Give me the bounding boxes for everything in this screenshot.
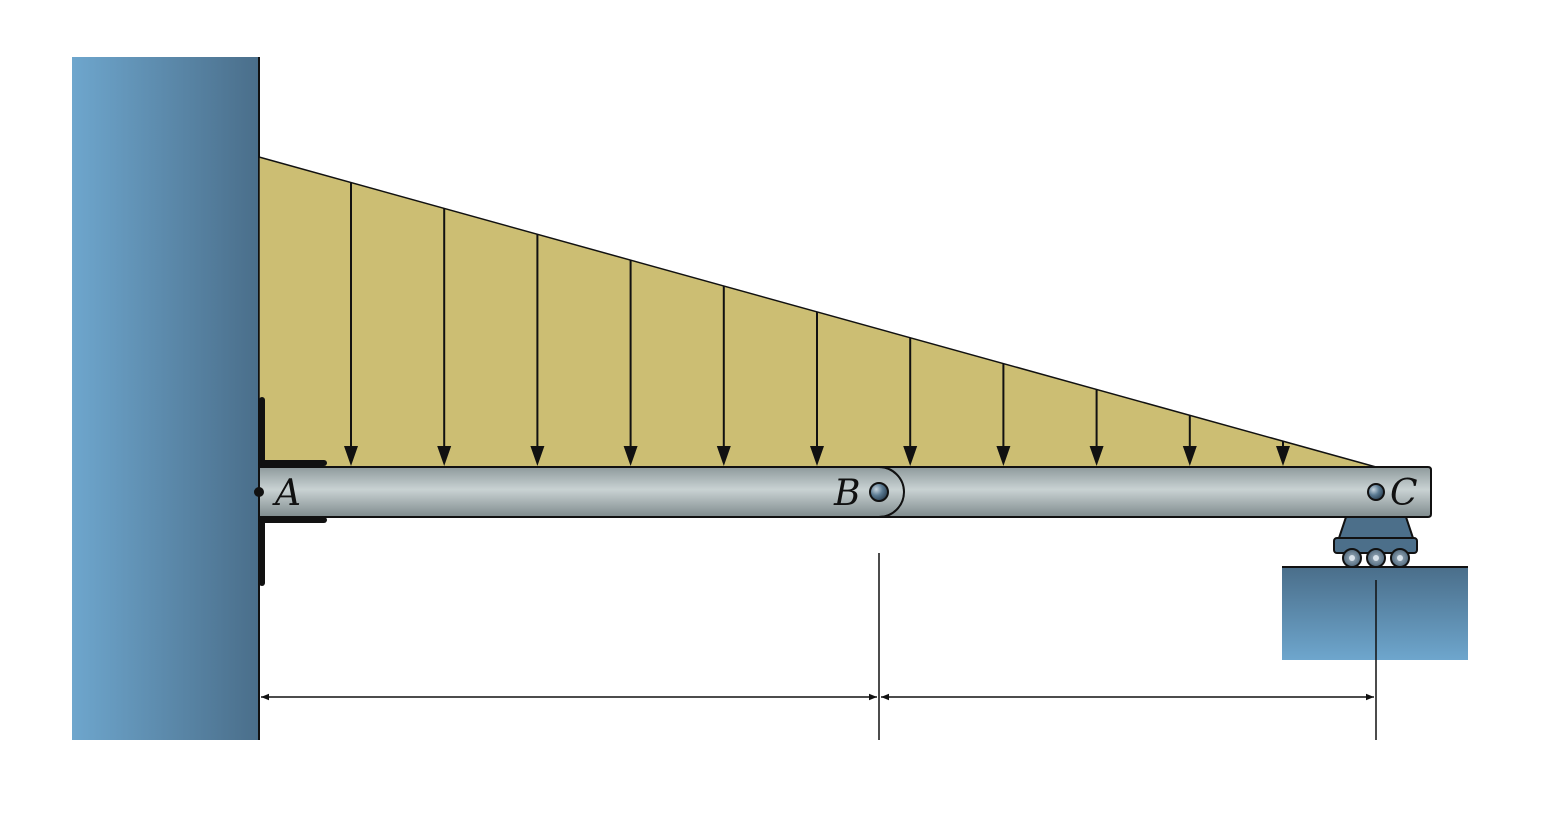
ground-block: [1282, 567, 1468, 660]
dimension-lines: [261, 553, 1377, 740]
label-c: C: [1390, 473, 1418, 514]
load-arrow-head: [716, 446, 731, 466]
load-arrow-head: [1089, 446, 1104, 466]
label-a: A: [272, 473, 301, 514]
hinge-pin-b: [869, 482, 889, 502]
load-arrow-head: [437, 446, 452, 466]
load-arrow-head: [903, 446, 918, 466]
load-arrow-head: [996, 446, 1011, 466]
load-arrow-head: [623, 446, 638, 466]
roller-support: [1333, 516, 1418, 568]
load-arrow-head: [1276, 446, 1290, 466]
point-a-dot: [254, 487, 264, 497]
load-arrow-head: [344, 446, 358, 466]
beam-segment-bc: [878, 466, 1432, 518]
fixed-wall: [72, 57, 259, 740]
load-arrow-head: [810, 446, 824, 466]
pin-c: [1367, 483, 1385, 501]
load-arrows: [263, 182, 1290, 466]
label-b: B: [833, 473, 860, 514]
load-arrow-head: [1182, 446, 1197, 466]
load-arrow-head: [530, 446, 545, 466]
beam-segment-ab: [258, 466, 905, 518]
